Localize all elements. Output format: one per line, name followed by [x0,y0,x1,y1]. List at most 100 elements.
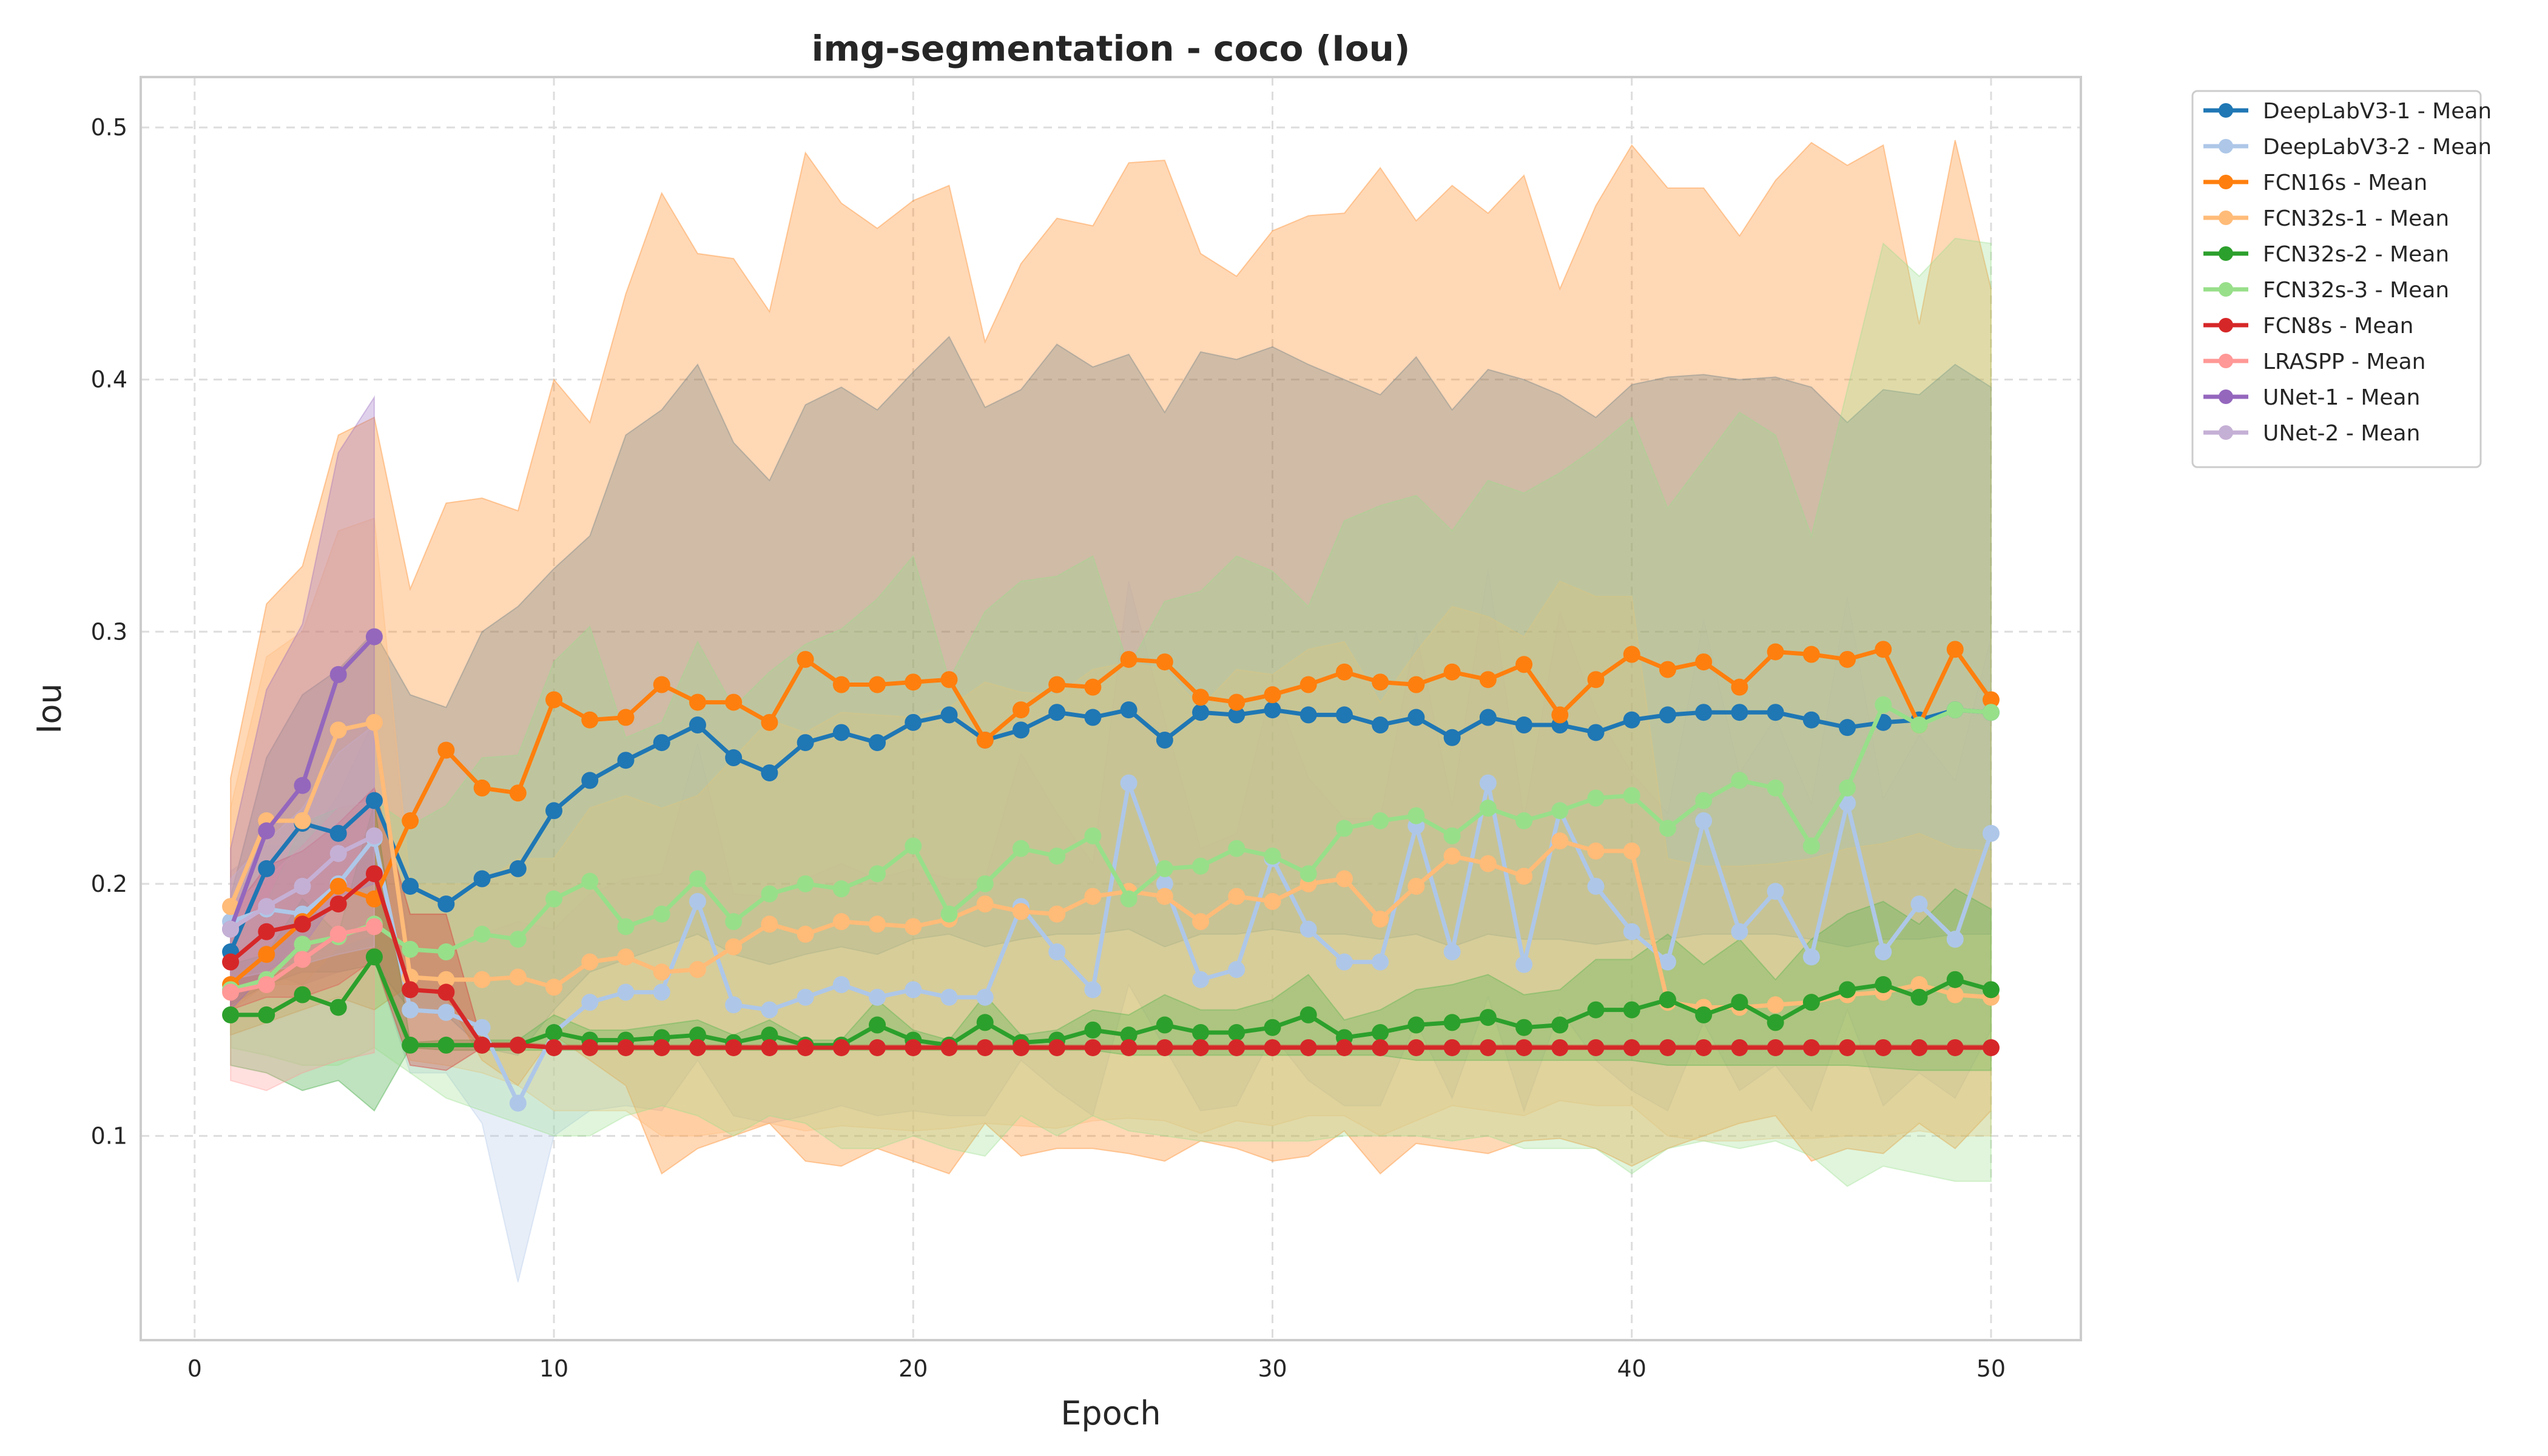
legend-swatch-marker [2219,318,2233,332]
data-point-fcn32s-1 [689,961,706,979]
data-point-fcn8s [832,1039,850,1056]
data-point-fcn32s-2 [1982,981,2000,999]
data-point-fcn32s-3 [1372,812,1389,829]
x-tick-label: 20 [898,1355,928,1382]
data-point-fcn32s-3 [940,905,958,923]
data-point-deeplabv3-1 [1120,701,1138,719]
data-point-fcn32s-3 [1946,701,1964,719]
data-point-fcn32s-1 [222,898,240,915]
data-point-fcn32s-1 [1192,913,1210,931]
data-point-fcn32s-3 [653,905,670,923]
data-point-fcn16s [1587,671,1605,689]
data-point-fcn32s-1 [653,963,670,981]
data-point-fcn8s [402,981,419,999]
data-point-deeplabv3-1 [617,752,635,769]
data-point-fcn32s-1 [1264,892,1281,910]
data-point-fcn32s-3 [1767,779,1784,797]
data-point-fcn32s-2 [1407,1016,1425,1034]
data-point-deeplabv3-1 [1407,709,1425,726]
legend-swatch-marker [2219,211,2233,225]
data-point-fcn8s [1120,1039,1138,1056]
data-point-fcn32s-2 [365,948,383,966]
data-point-fcn8s [725,1039,743,1056]
data-point-deeplabv3-1 [725,749,743,767]
data-point-deeplabv3-2 [1299,920,1317,938]
data-point-fcn32s-3 [1731,772,1748,789]
data-point-deeplabv3-2 [832,976,850,994]
y-tick-label: 0.3 [91,618,127,645]
data-point-fcn16s [1407,676,1425,693]
data-point-fcn32s-2 [329,999,347,1016]
legend-swatch-marker [2219,282,2233,297]
data-point-fcn8s [329,895,347,913]
legend-label: UNet-1 - Mean [2263,385,2420,410]
band-fcn32s-2 [230,803,1992,1112]
data-point-deeplabv3-2 [1767,883,1784,900]
data-point-fcn8s [653,1039,670,1056]
data-point-fcn32s-1 [1048,905,1066,923]
data-point-fcn32s-2 [976,1014,994,1031]
data-point-fcn32s-2 [1299,1006,1317,1023]
legend-swatch-marker [2219,175,2233,189]
data-point-deeplabv3-2 [1192,971,1210,988]
data-point-fcn8s [1587,1039,1605,1056]
data-point-deeplabv3-2 [653,983,670,1001]
data-point-fcn8s [1910,1039,1928,1056]
data-point-fcn32s-2 [1120,1026,1138,1044]
data-point-fcn32s-1 [365,713,383,731]
legend-swatch-marker [2219,389,2233,404]
data-point-fcn16s [797,650,814,668]
data-point-deeplabv3-2 [581,994,599,1011]
data-point-fcn32s-1 [545,979,563,996]
data-point-lraspp [258,976,275,994]
data-point-deeplabv3-2 [1910,895,1928,913]
data-point-fcn8s [869,1039,886,1056]
data-point-fcn32s-3 [1839,779,1856,797]
data-point-fcn16s [1659,661,1676,678]
data-point-fcn32s-3 [1192,857,1210,875]
data-point-deeplabv3-1 [1299,706,1317,724]
data-point-fcn32s-1 [1084,888,1102,905]
data-point-fcn16s [402,812,419,829]
data-point-fcn32s-2 [1264,1019,1281,1036]
data-point-fcn32s-3 [905,837,922,855]
data-point-fcn16s [1982,691,2000,709]
data-point-unet-2 [222,920,240,938]
legend-label: DeepLabV3-2 - Mean [2263,135,2492,160]
data-point-fcn32s-1 [1443,848,1461,865]
data-point-deeplabv3-2 [1443,943,1461,961]
data-point-deeplabv3-1 [832,724,850,741]
data-point-fcn32s-1 [294,812,311,829]
data-point-fcn32s-3 [1982,704,2000,721]
legend-label: DeepLabV3-1 - Mean [2263,99,2492,124]
legend-swatch-marker [2219,425,2233,440]
data-point-fcn32s-2 [1839,981,1856,999]
data-point-fcn8s [1515,1039,1533,1056]
x-tick-label: 50 [1977,1355,2006,1382]
y-tick-label: 0.2 [91,871,127,897]
data-point-fcn8s [1767,1039,1784,1056]
data-point-fcn16s [1802,645,1820,663]
data-point-fcn16s [1623,645,1640,663]
data-point-fcn16s [1875,641,1892,658]
band-fcn32s-1 [230,517,1992,1142]
data-point-deeplabv3-1 [1802,711,1820,729]
data-point-deeplabv3-1 [365,792,383,809]
data-point-fcn16s [437,741,455,759]
data-point-fcn8s [1443,1039,1461,1056]
data-point-deeplabv3-2 [1479,774,1497,792]
data-point-fcn32s-3 [1120,890,1138,908]
data-point-fcn32s-1 [1335,870,1353,888]
data-point-fcn32s-2 [258,1006,275,1023]
data-point-deeplabv3-1 [761,764,778,781]
data-point-fcn8s [258,923,275,940]
data-point-fcn16s [1264,686,1281,704]
data-point-fcn8s [1084,1039,1102,1056]
data-point-deeplabv3-1 [940,706,958,724]
data-point-fcn32s-3 [437,943,455,961]
data-point-fcn8s [473,1036,491,1054]
legend-label: FCN32s-1 - Mean [2263,206,2449,231]
data-point-fcn32s-2 [1443,1014,1461,1031]
data-point-fcn32s-2 [1515,1019,1533,1036]
data-point-deeplabv3-1 [905,713,922,731]
